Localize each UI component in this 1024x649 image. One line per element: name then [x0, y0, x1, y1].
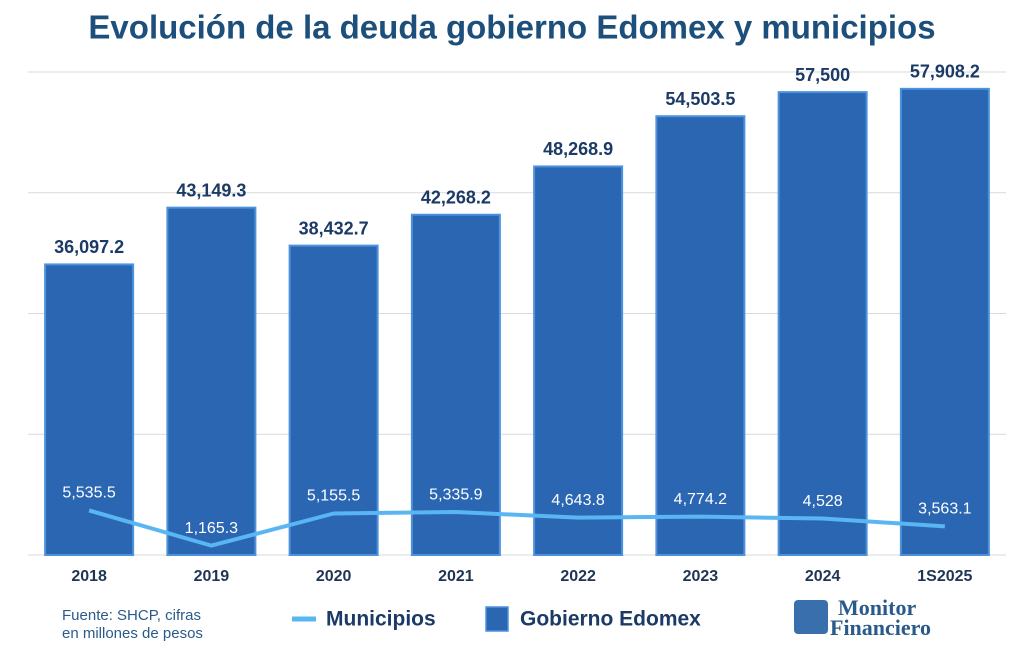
bar-label: 38,432.7 — [299, 218, 369, 238]
note: Fuente: SHCP, cifras en millones de peso… — [62, 607, 203, 642]
bar — [44, 263, 135, 556]
bar — [655, 115, 746, 556]
bar — [777, 91, 868, 556]
x-tick-label: 2018 — [71, 568, 107, 585]
bar-label: 43,149.3 — [176, 180, 246, 200]
bar-label: 54,503.5 — [665, 89, 735, 109]
note-line: en millones de pesos — [62, 625, 203, 642]
logo: Monitor Financiero — [794, 595, 931, 640]
chart-title: Evolución de la deuda gobierno Edomex y … — [88, 9, 935, 46]
line-label: 5,155.5 — [307, 488, 360, 505]
line-label: 1,165.3 — [185, 520, 238, 537]
line-label: 3,563.1 — [918, 501, 971, 518]
x-tick-label: 2022 — [560, 568, 596, 585]
x-tick-label: 1S2025 — [917, 568, 972, 585]
bar-label: 48,268.9 — [543, 139, 613, 159]
bar — [533, 165, 624, 556]
line-label: 4,528 — [803, 493, 843, 510]
bar-label: 36,097.2 — [54, 237, 124, 257]
line-label: 4,774.2 — [674, 491, 727, 508]
x-tick-label: 2019 — [194, 568, 230, 585]
bar-label: 42,268.2 — [421, 187, 491, 207]
logo-text: Monitor — [838, 595, 916, 620]
line-label: 5,535.5 — [62, 485, 115, 502]
legend-label: Municipios — [326, 608, 436, 631]
line-label: 5,335.9 — [429, 486, 482, 503]
bar-label: 57,908.2 — [910, 62, 980, 82]
bar — [288, 244, 379, 556]
x-tick-label: 2021 — [438, 568, 474, 585]
line — [88, 508, 946, 548]
note-line: Fuente: SHCP, cifras — [62, 607, 201, 624]
logo-text: Financiero — [830, 615, 931, 640]
line-label: 4,643.8 — [551, 492, 604, 509]
x-tick-label: 2020 — [316, 568, 352, 585]
logo-icon — [794, 600, 828, 634]
x-tick-label: 2024 — [805, 568, 841, 585]
bar — [899, 87, 990, 556]
legend-label: Gobierno Edomex — [520, 608, 701, 631]
bar — [410, 213, 501, 556]
legend-swatch — [485, 606, 509, 632]
bar-label: 57,500 — [795, 65, 850, 85]
bar — [166, 206, 257, 556]
x-tick-label: 2023 — [683, 568, 719, 585]
